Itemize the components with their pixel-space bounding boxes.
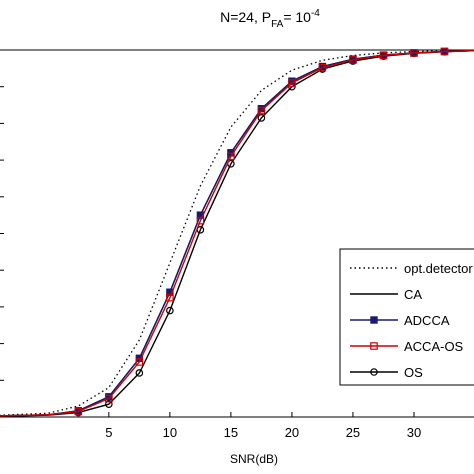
data-point xyxy=(166,288,174,296)
data-point xyxy=(227,152,235,161)
chart-title: N=24, PFA= 10-4 xyxy=(220,8,320,30)
series-acca-os xyxy=(0,47,474,417)
series-line xyxy=(0,49,474,416)
legend-label: opt.detector xyxy=(404,261,473,276)
x-tick-label: 30 xyxy=(407,425,421,440)
data-point xyxy=(349,56,357,64)
data-point xyxy=(410,49,418,57)
data-point xyxy=(135,358,144,366)
legend-label: ACCA-OS xyxy=(404,339,464,354)
data-point xyxy=(288,79,296,87)
data-point xyxy=(257,106,266,115)
data-point xyxy=(105,400,113,408)
series-opt-detector xyxy=(0,49,474,416)
series-group xyxy=(0,47,474,417)
data-point xyxy=(166,293,174,302)
data-point xyxy=(196,216,205,225)
legend-marker xyxy=(370,368,378,376)
data-point xyxy=(440,47,449,56)
x-tick-label: 25 xyxy=(346,425,360,440)
legend-marker xyxy=(370,316,378,324)
x-tick-label: 20 xyxy=(285,425,299,440)
data-point xyxy=(105,394,113,403)
data-point xyxy=(257,114,266,122)
x-axis-label: SNR(dB) xyxy=(230,452,278,466)
legend: opt.detector CA ADCCA ACCA-OS OS xyxy=(339,248,474,386)
axis-ticks: 5 10 15 20 25 30 xyxy=(0,49,421,440)
data-point xyxy=(74,407,83,416)
x-tick-label: 15 xyxy=(224,425,238,440)
legend-box xyxy=(339,248,474,386)
data-point xyxy=(318,63,327,72)
legend-marker xyxy=(370,342,378,350)
legend-label: ADCCA xyxy=(404,313,450,328)
data-point xyxy=(379,51,388,60)
data-point xyxy=(166,306,174,315)
legend-label: OS xyxy=(404,365,423,380)
data-point xyxy=(135,369,144,377)
legend-label: CA xyxy=(404,287,422,302)
x-tick-label: 10 xyxy=(163,425,177,440)
x-tick-label: 5 xyxy=(105,425,112,440)
series-line xyxy=(0,50,474,417)
